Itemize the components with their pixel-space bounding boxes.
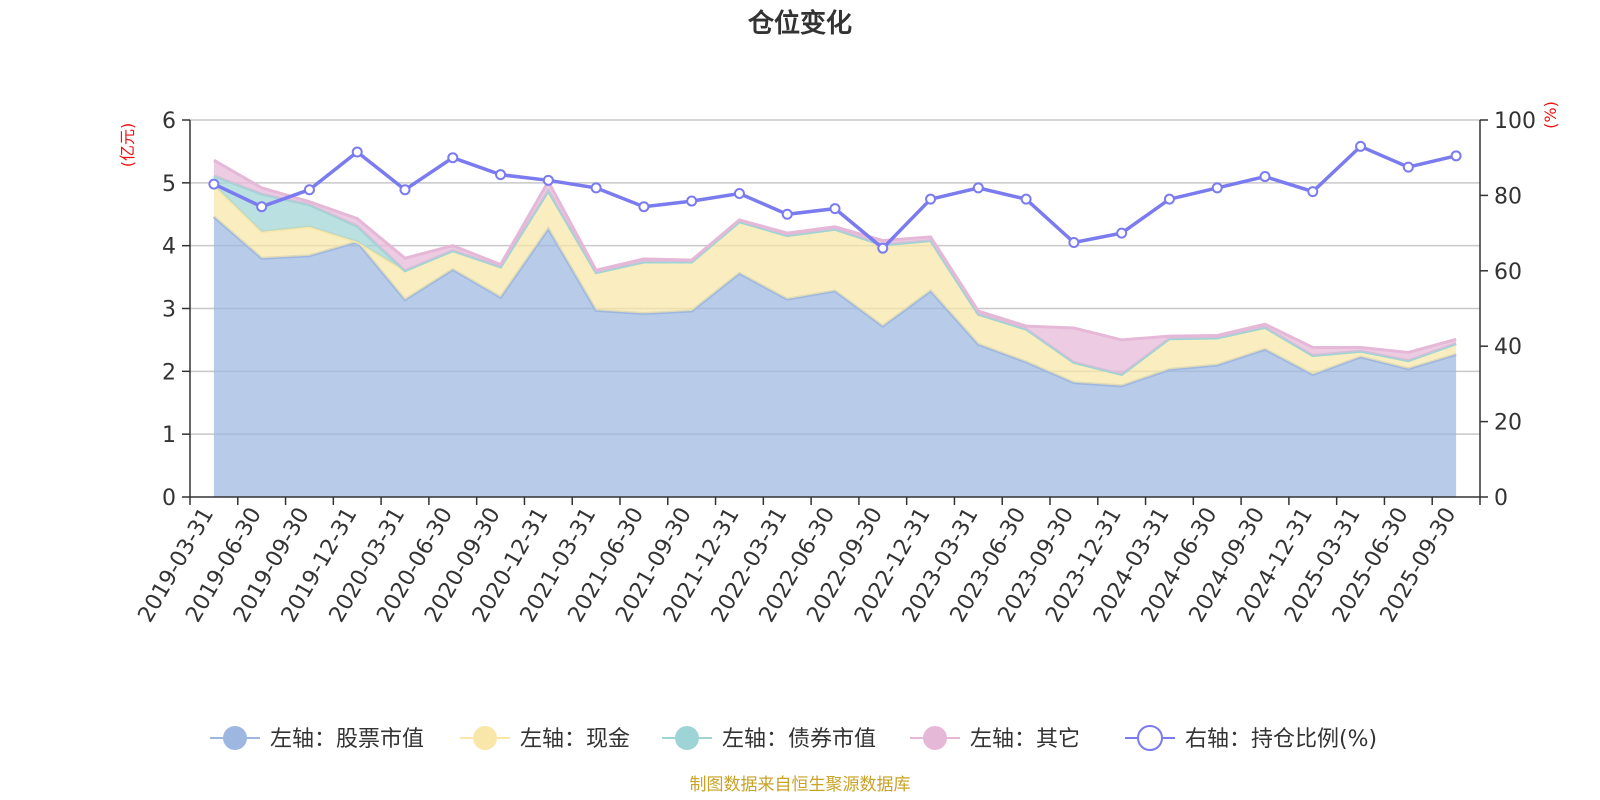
legend-label-4: 右轴：持仓比例(%)	[1185, 727, 1377, 752]
ratio-point-2022-06-30	[829, 203, 841, 215]
legend-label-0: 左轴：股票市值	[270, 727, 424, 752]
left-tick-label-2: 2	[162, 360, 176, 385]
ratio-point-2023-09-30	[1068, 237, 1080, 249]
ratio-point-2021-03-31	[590, 182, 602, 194]
ratio-point-2020-12-31	[542, 174, 554, 186]
ratio-point-2022-09-30	[877, 242, 889, 254]
ratio-point-2023-06-30	[1020, 193, 1032, 205]
ratio-point-2020-09-30	[495, 169, 507, 181]
stacked-areas	[212, 158, 1457, 498]
left-tick-label-4: 4	[162, 235, 176, 260]
left-axis-unit: (亿元)	[118, 123, 137, 168]
legend-label-3: 左轴：其它	[970, 727, 1080, 752]
legend-label-2: 左轴：债券市值	[722, 727, 876, 752]
legend-marker-3	[923, 726, 947, 750]
right-tick-label-80: 80	[1494, 184, 1522, 209]
ratio-point-2021-09-30	[686, 195, 698, 207]
ratio-point-2025-03-31	[1355, 140, 1367, 152]
legend-item-4: 右轴：持仓比例(%)	[1125, 725, 1377, 752]
left-tick-label-3: 3	[162, 298, 176, 323]
ratio-point-2020-06-30	[447, 152, 459, 164]
legend-item-0: 左轴：股票市值	[210, 726, 424, 752]
legend-marker-0	[223, 726, 247, 750]
legend-marker-2	[675, 726, 699, 750]
ratio-point-2024-06-30	[1211, 182, 1223, 194]
ratio-point-2021-12-31	[733, 188, 745, 200]
left-tick-label-5: 5	[162, 172, 176, 197]
legend-marker-1	[473, 726, 497, 750]
right-tick-label-60: 60	[1494, 260, 1522, 285]
ratio-point-2023-12-31	[1116, 227, 1128, 239]
left-tick-label-6: 6	[162, 109, 176, 134]
legend-item-1: 左轴：现金	[460, 726, 630, 752]
right-tick-label-100: 100	[1494, 109, 1536, 134]
legend-item-3: 左轴：其它	[910, 726, 1080, 752]
ratio-point-2019-06-30	[256, 201, 268, 213]
right-tick-label-0: 0	[1494, 486, 1508, 511]
ratio-point-2019-09-30	[303, 184, 315, 196]
ratio-point-2021-06-30	[638, 201, 650, 213]
legend-label-1: 左轴：现金	[520, 727, 630, 752]
ratio-point-2022-03-31	[781, 208, 793, 220]
right-tick-label-20: 20	[1494, 411, 1522, 436]
ratio-point-2019-12-31	[351, 146, 363, 158]
legend-marker-4	[1137, 725, 1163, 751]
area-3	[213, 160, 1457, 375]
area-0	[213, 216, 1457, 498]
left-tick-label-1: 1	[162, 423, 176, 448]
ratio-point-2022-12-31	[925, 193, 937, 205]
left-tick-label-0: 0	[162, 486, 176, 511]
ratio-point-2025-09-30	[1450, 150, 1462, 162]
right-axis-unit: (%)	[1541, 101, 1560, 129]
ratio-point-2025-06-30	[1402, 161, 1414, 173]
ratio-point-2024-09-30	[1259, 171, 1271, 183]
source-note: 制图数据来自恒生聚源数据库	[690, 775, 911, 795]
ratio-point-2023-03-31	[972, 182, 984, 194]
legend-item-2: 左轴：债券市值	[662, 726, 876, 752]
ratio-point-2019-03-31	[208, 178, 220, 190]
ratio-point-2024-03-31	[1163, 193, 1175, 205]
legend: 左轴：股票市值 左轴：现金 左轴：债券市值 左轴：其它 右轴：持仓比例(%)	[210, 725, 1377, 752]
area-1	[213, 185, 1457, 386]
ratio-point-2024-12-31	[1307, 186, 1319, 198]
chart-title: 仓位变化	[747, 8, 852, 39]
ratio-point-2020-03-31	[399, 184, 411, 196]
ratio-line	[208, 140, 1462, 254]
right-tick-label-40: 40	[1494, 335, 1522, 360]
area-edge-3	[213, 158, 1457, 355]
